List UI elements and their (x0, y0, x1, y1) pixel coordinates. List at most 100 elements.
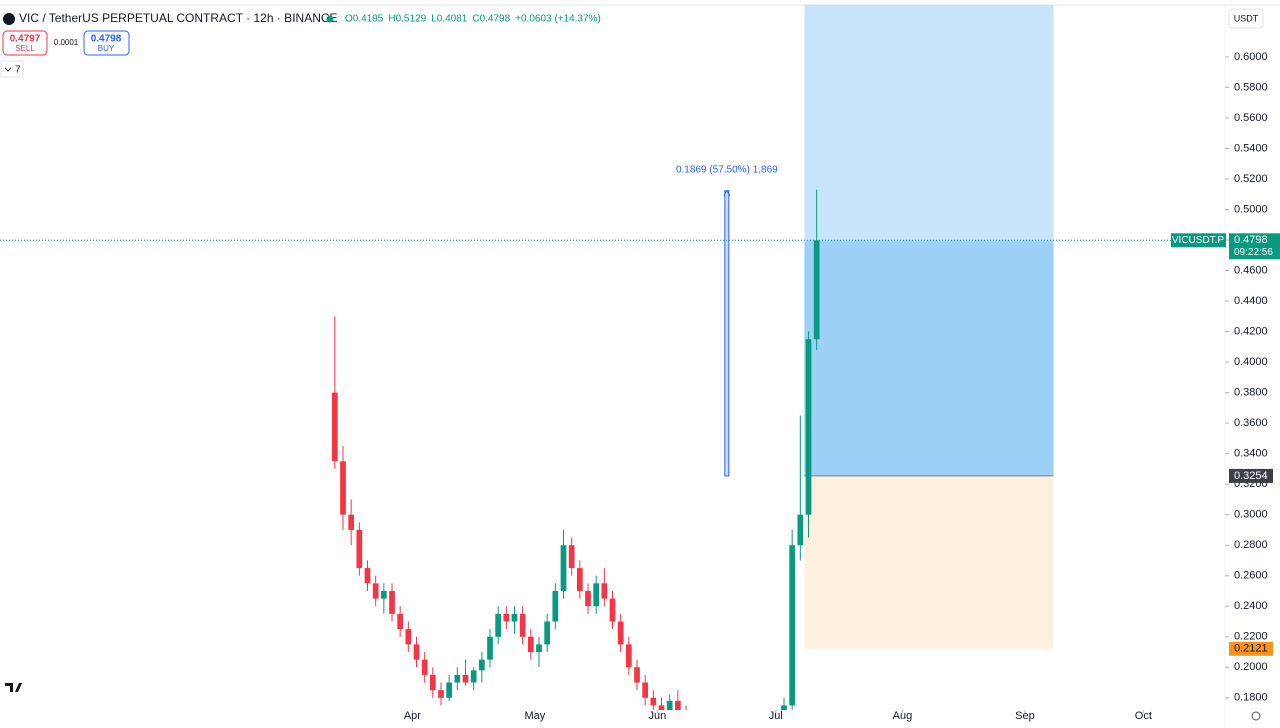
y-tick-label: 0.4000 (1234, 356, 1268, 368)
y-tick-label: 0.3400 (1234, 448, 1268, 460)
measure-label: 0.1869 (57.50%) 1,869 (676, 164, 778, 175)
stop-tag-value: 0.2121 (1234, 643, 1268, 655)
y-tick-label: 0.5800 (1234, 81, 1268, 93)
symbol-tag-text: VICUSDT.P (1172, 235, 1225, 246)
y-tick-label: 0.5600 (1234, 112, 1268, 124)
chevron (4, 67, 12, 72)
x-tick-label: Aug (893, 710, 913, 722)
buy-price[interactable]: 0.4798 (91, 34, 122, 45)
candle-body (462, 674, 469, 683)
ohlc-value: L0.4081 (431, 14, 468, 25)
candle-body (536, 644, 542, 653)
candle-body (789, 545, 796, 706)
candle-body (348, 514, 355, 530)
sell-label[interactable]: SELL (15, 44, 35, 53)
y-tick-label: 0.1800 (1234, 692, 1268, 704)
candle-body (552, 590, 559, 622)
logo (5, 683, 22, 692)
stop-zone (804, 475, 1054, 649)
ohlc-value: +0.0603 (+14.37%) (515, 14, 601, 25)
y-tick-label: 0.3800 (1234, 387, 1268, 399)
currency-button[interactable] (1228, 8, 1264, 29)
ohlc-value: H0.5129 (388, 14, 426, 25)
candle-body (683, 710, 689, 721)
symbol-title: VIC / TetherUS PERPETUAL CONTRACT · 12h … (19, 11, 338, 25)
candle-body (511, 613, 518, 622)
candle-body (470, 670, 477, 683)
candle-body (405, 629, 412, 645)
sell-price[interactable]: 0.4797 (10, 34, 41, 45)
currency[interactable]: USDT (1234, 13, 1259, 23)
candle-body (609, 598, 616, 622)
x-tick-label: Sep (1015, 710, 1035, 722)
y-tick-label: 0.5200 (1234, 173, 1268, 185)
candle-body (478, 659, 485, 671)
buy-button[interactable] (83, 30, 130, 56)
candle-body (650, 697, 657, 706)
candle-body (380, 590, 387, 599)
candle-body (781, 705, 787, 710)
y-tick-label: 0.4400 (1234, 295, 1268, 307)
candle-body (813, 240, 820, 340)
candle-body (585, 590, 591, 607)
x-tick-label: Jul (769, 710, 783, 722)
candle-body (454, 674, 461, 683)
x-tick-label: Jun (649, 710, 667, 722)
settings-icon[interactable] (1251, 711, 1261, 721)
candle-body (634, 667, 640, 683)
y-tick-label: 0.2000 (1234, 661, 1268, 673)
candle-body (495, 613, 502, 637)
candle-body (658, 705, 665, 710)
y-tick-label: 0.6000 (1234, 51, 1268, 63)
candle-body (364, 568, 371, 584)
y-tick-label: 0.3000 (1234, 509, 1268, 521)
candle-body (544, 621, 551, 645)
symbol-icon (3, 13, 15, 25)
sell-button[interactable] (2, 30, 48, 56)
candle-body (503, 613, 510, 622)
candle-body (389, 590, 395, 614)
ohlc-values: O0.4195 H0.5129 L0.4081 C0.4798 +0.0603 (+14… (345, 14, 601, 25)
candle-body (568, 545, 575, 569)
y-tick-label: 0.5000 (1234, 203, 1268, 215)
candle-body (560, 545, 567, 591)
candle-body (691, 721, 697, 728)
y-tick-label: 0.4600 (1234, 264, 1268, 276)
indicator-toggle[interactable] (0, 60, 24, 78)
x-tick-label: Apr (404, 710, 421, 722)
candle-body (593, 583, 600, 607)
spread: 0.0001 (54, 38, 79, 47)
x-tick-label: May (525, 710, 546, 722)
ohlc-value: C0.4798 (472, 14, 510, 25)
measure-arrow (723, 189, 731, 196)
indicator-count[interactable]: 7 (15, 65, 21, 76)
candle-body (666, 700, 673, 710)
countdown: 09:22:56 (1234, 247, 1273, 258)
candle-body (487, 636, 493, 660)
measure-range (724, 190, 730, 477)
candle-body (397, 613, 404, 630)
candle-body (797, 514, 804, 546)
candle-body (413, 644, 420, 660)
candle-body (356, 529, 363, 569)
y-tick-label: 0.2600 (1234, 570, 1268, 582)
profit-fill (804, 240, 1054, 476)
symbol-tag (1171, 233, 1226, 248)
candle-body (331, 392, 338, 462)
candle-body (601, 583, 608, 599)
x-tick-label: Oct (1135, 710, 1152, 722)
candle-body (576, 568, 583, 591)
y-tick-label: 0.2400 (1234, 600, 1268, 612)
candle-body (340, 461, 346, 515)
candle-body (642, 682, 649, 698)
buy-label[interactable]: BUY (98, 44, 115, 53)
y-tick-label: 0.5400 (1234, 142, 1268, 154)
entry-tag (1229, 468, 1273, 483)
candle-body (674, 700, 681, 710)
candle-body (429, 674, 436, 691)
candle-body (625, 644, 632, 668)
candle-body (527, 636, 534, 653)
candle-body (372, 583, 379, 599)
